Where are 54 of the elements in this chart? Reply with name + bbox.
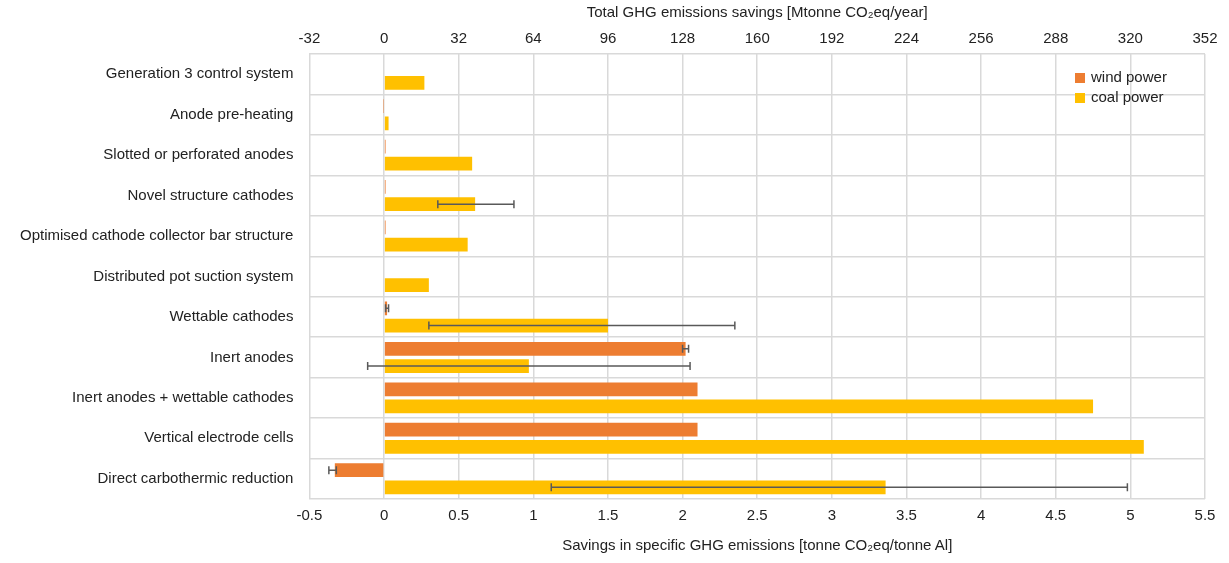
x-tick-label: 2: [678, 506, 687, 524]
x2-tick-label: 224: [893, 29, 919, 47]
bar: [384, 440, 1144, 454]
y-tick-label: Vertical electrode cells: [144, 428, 294, 446]
x2-tick-label: 32: [450, 29, 468, 47]
bar: [384, 278, 429, 292]
y-tick-label: Inert anodes + wettable cathodes: [72, 388, 294, 405]
x-tick-label: 2.5: [746, 506, 768, 524]
bar: [384, 382, 698, 397]
x2-tick-label: 192: [819, 29, 845, 47]
bar: [384, 341, 686, 356]
x-axis-title: Savings in specific GHG emissions [tonne CO₂eq/tonne Al]: [562, 536, 953, 554]
x-tick-label: 1.5: [597, 506, 619, 524]
bar: [384, 197, 476, 212]
x2-tick-label: 288: [1043, 29, 1069, 47]
bar: [384, 116, 389, 131]
bar: [384, 399, 1094, 414]
x2-tick-label: 320: [1117, 29, 1143, 47]
y-tick-label: Inert anodes: [210, 347, 294, 365]
x-tick-label: 5.5: [1194, 506, 1216, 524]
y-tick-label: Slotted or perforated anodes: [103, 145, 294, 163]
x-tick-label: 5: [1126, 506, 1135, 524]
x-tick-label: 0: [379, 506, 389, 524]
x2-tick-label: 128: [670, 29, 696, 47]
bar: [334, 463, 384, 478]
y-tick-label: Optimised cathode collector bar structure: [19, 226, 294, 244]
x2-tick-label: -32: [298, 29, 321, 47]
y-tick-label: Direct carbothermic reduction: [97, 468, 294, 486]
y-tick-label: Wettable cathodes: [169, 307, 294, 325]
y-tick-label: Novel structure cathodes: [127, 185, 294, 203]
x2-tick-label: 64: [525, 29, 542, 47]
legend-label: coal power: [1091, 88, 1164, 106]
x2-tick-label: 352: [1192, 29, 1218, 47]
legend-label: wind power: [1090, 68, 1167, 86]
x2-tick-label: 96: [599, 29, 617, 47]
x-tick-label: 3.5: [896, 506, 917, 524]
bar: [384, 480, 886, 495]
y-tick-label: Generation 3 control system: [105, 64, 294, 82]
x-tick-label: 4: [976, 506, 986, 524]
x-tick-label: 4.5: [1045, 506, 1067, 524]
bar: [384, 237, 468, 252]
x-tick-label: -0.5: [296, 506, 323, 524]
x2-tick-label: 256: [968, 29, 994, 47]
x-tick-label: 1: [529, 506, 538, 524]
x-tick-label: 3: [827, 506, 837, 524]
bar: [384, 422, 698, 437]
x2-axis-title: Total GHG emissions savings [Mtonne CO₂eq/year]: [586, 3, 928, 21]
y-tick-label: Anode pre-heating: [170, 104, 294, 122]
bar: [384, 75, 425, 90]
x-tick-label: 0.5: [448, 506, 470, 524]
x2-tick-label: 160: [744, 29, 770, 47]
bar: [384, 156, 473, 171]
y-tick-label: Distributed pot suction system: [93, 266, 294, 284]
x2-tick-label: 0: [379, 29, 389, 47]
